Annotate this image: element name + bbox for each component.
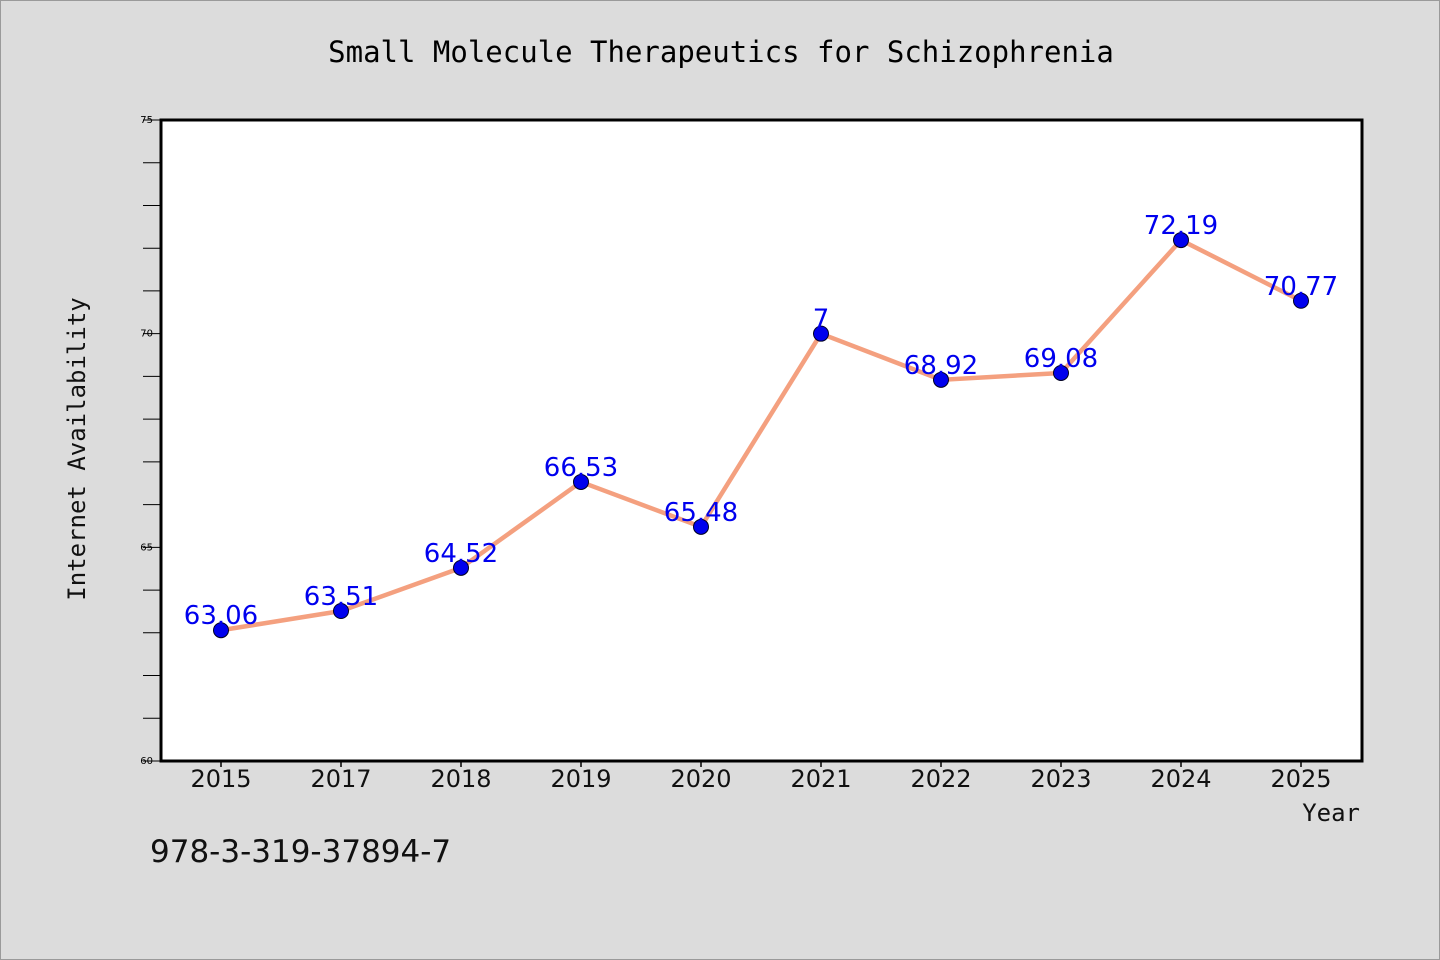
data-label: 72.19 (1144, 211, 1218, 241)
data-point (933, 371, 949, 388)
x-tick-label: 2021 (790, 765, 851, 793)
data-labels: 63.06 63.51 64.52 66.53 65.48 7 68.92 69.08 72.1… (184, 211, 1338, 631)
data-label: 65.48 (664, 498, 738, 528)
data-point (1293, 292, 1309, 309)
x-tick-label: 2025 (1270, 765, 1331, 793)
x-tick-label: 2022 (910, 765, 971, 793)
x-tick-label: 2019 (550, 765, 611, 793)
data-label: 70.77 (1264, 272, 1338, 302)
x-axis-label: Year (1302, 799, 1360, 827)
x-tick-label: 2023 (1030, 765, 1091, 793)
data-label: 69.08 (1024, 344, 1098, 374)
data-label: 63.51 (304, 582, 378, 612)
data-point (1173, 232, 1189, 249)
data-point (453, 559, 469, 576)
series-line (220, 237, 1303, 633)
x-tick-label: 2017 (310, 765, 371, 793)
data-point (213, 622, 229, 639)
data-markers (213, 232, 1309, 639)
data-label: 7 (813, 305, 830, 335)
data-label: 63.06 (184, 601, 258, 631)
x-tick-label: 2020 (670, 765, 731, 793)
y-tick-label: 60 (140, 756, 153, 767)
data-point (1053, 364, 1069, 381)
y-axis: 60 65 70 75 (140, 115, 161, 767)
data-label: 68.92 (904, 351, 978, 381)
x-tick-label: 2018 (430, 765, 491, 793)
isbn-footnote: 978-3-319-37894-7 (150, 834, 452, 870)
x-tick-label: 2015 (190, 765, 251, 793)
x-axis: 2015 2017 2018 2019 2020 2021 2022 2023 2024 2025 (190, 761, 1332, 793)
data-point (573, 473, 589, 490)
data-point (813, 325, 829, 342)
y-tick-label: 65 (140, 542, 153, 553)
y-tick-label: 70 (140, 329, 153, 340)
y-axis-label: Internet Availability (63, 297, 91, 600)
x-tick-label: 2024 (1150, 765, 1211, 793)
plot-area (159, 118, 1364, 763)
data-label: 64.52 (424, 539, 498, 569)
y-tick-label: 75 (140, 115, 153, 126)
data-point (693, 518, 709, 535)
data-point (333, 603, 349, 620)
chart-title: Small Molecule Therapeutics for Schizoph… (328, 35, 1114, 69)
data-label: 66.53 (544, 453, 618, 483)
